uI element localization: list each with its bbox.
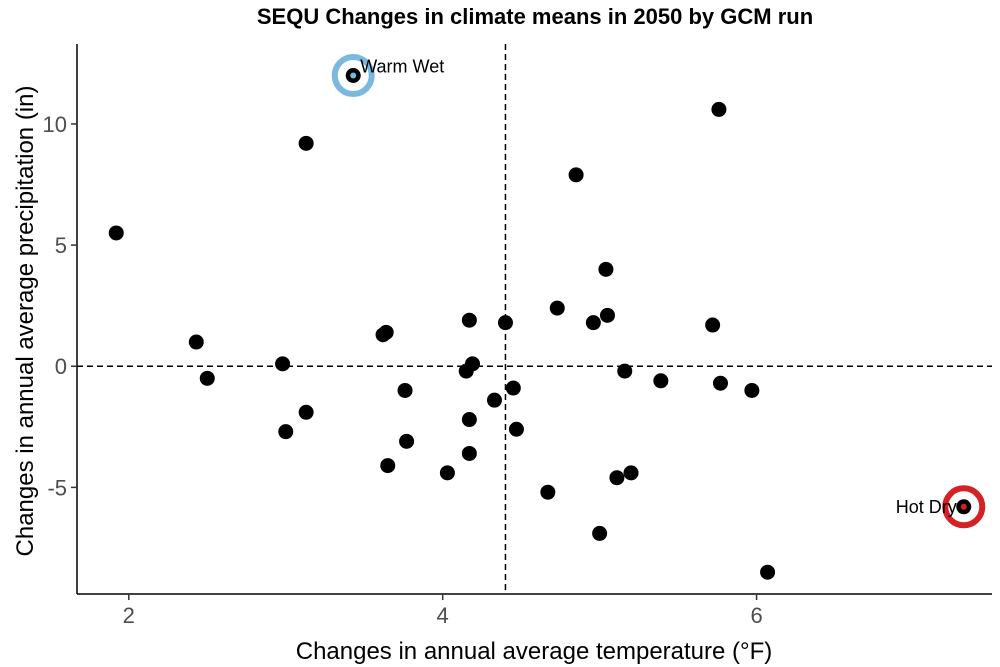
x-tick-label: 6 bbox=[750, 603, 762, 628]
data-point bbox=[465, 356, 481, 372]
highlight-label: Hot Dry bbox=[896, 497, 957, 517]
data-point bbox=[486, 392, 502, 408]
x-tick-label: 2 bbox=[123, 603, 135, 628]
data-point bbox=[711, 101, 727, 117]
data-point bbox=[397, 382, 413, 398]
data-point bbox=[609, 470, 625, 486]
y-tick-label: -5 bbox=[47, 475, 67, 500]
highlight-ring bbox=[331, 53, 375, 97]
data-point bbox=[461, 312, 477, 328]
data-point bbox=[505, 380, 521, 396]
data-point bbox=[585, 315, 601, 331]
x-tick-label: 4 bbox=[437, 603, 449, 628]
data-point bbox=[705, 317, 721, 333]
data-point bbox=[568, 167, 584, 183]
data-point bbox=[461, 445, 477, 461]
data-point bbox=[461, 412, 477, 428]
reference-lines bbox=[77, 44, 992, 594]
data-point bbox=[598, 261, 614, 277]
y-axis-title: Changes in annual average precipitation … bbox=[12, 86, 39, 557]
highlight-label: Warm Wet bbox=[360, 56, 444, 76]
data-point bbox=[712, 375, 728, 391]
data-point bbox=[653, 373, 669, 389]
data-point bbox=[744, 382, 760, 398]
data-point bbox=[549, 300, 565, 316]
data-point bbox=[188, 334, 204, 350]
y-ticks: -5 0 5 10 bbox=[43, 112, 77, 500]
data-point bbox=[623, 465, 639, 481]
data-point bbox=[298, 135, 314, 151]
data-points bbox=[108, 67, 972, 580]
highlight-markers: Warm Wet Hot Dry bbox=[331, 53, 986, 529]
data-point bbox=[439, 465, 455, 481]
x-axis-title: Changes in annual average temperature (°… bbox=[296, 638, 773, 665]
highlight-center bbox=[960, 503, 967, 510]
axes bbox=[76, 44, 992, 595]
data-point bbox=[275, 356, 291, 372]
data-point bbox=[508, 421, 524, 437]
highlight-ring bbox=[942, 485, 986, 529]
data-point bbox=[760, 564, 776, 580]
data-point bbox=[378, 324, 394, 340]
data-point bbox=[380, 458, 396, 474]
data-point bbox=[617, 363, 633, 379]
x-ticks: 2 4 6 bbox=[123, 594, 763, 628]
data-point bbox=[540, 484, 556, 500]
data-point bbox=[278, 424, 294, 440]
data-point bbox=[399, 433, 415, 449]
data-point bbox=[298, 404, 314, 420]
y-tick-label: 5 bbox=[55, 233, 67, 258]
chart-title: SEQU Changes in climate means in 2050 by… bbox=[257, 4, 813, 29]
y-tick-label: 0 bbox=[55, 354, 67, 379]
data-point bbox=[497, 315, 513, 331]
data-point bbox=[599, 307, 615, 323]
data-point bbox=[108, 225, 124, 241]
data-point bbox=[592, 525, 608, 541]
data-point bbox=[199, 370, 215, 386]
highlight-center bbox=[350, 72, 357, 79]
y-tick-label: 10 bbox=[43, 112, 67, 137]
